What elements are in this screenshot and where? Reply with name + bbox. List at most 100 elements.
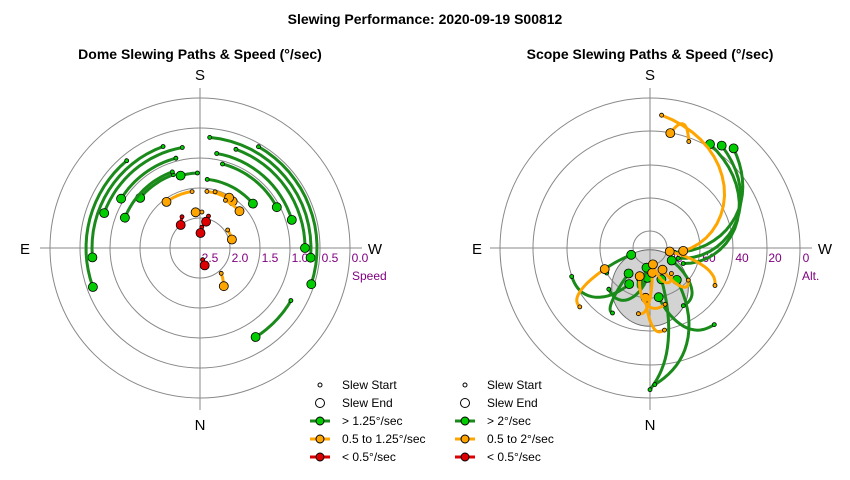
dome-slew-end-marker bbox=[250, 332, 261, 342]
legend-medium-marker bbox=[315, 434, 325, 444]
dome-slew-path bbox=[257, 145, 319, 286]
scope-slew-end-marker bbox=[728, 143, 739, 154]
scope-slew-start-marker bbox=[569, 274, 575, 279]
legend-fast-marker bbox=[460, 416, 470, 426]
dome-slew-end-marker bbox=[306, 279, 317, 290]
scope-slew-start-marker bbox=[711, 322, 717, 328]
dome-slew-start-marker bbox=[194, 170, 200, 176]
scope-slew-16 bbox=[575, 264, 610, 310]
dome-slew-1 bbox=[201, 213, 212, 227]
scope-slew-path bbox=[638, 274, 667, 310]
dome-slew-end-marker bbox=[247, 198, 258, 209]
dome-slew-23 bbox=[256, 144, 319, 290]
dome-slew-path bbox=[208, 135, 313, 260]
dome-slew-start-marker bbox=[207, 134, 213, 140]
dome-slew-start-marker bbox=[160, 144, 166, 149]
dome-slew-0 bbox=[195, 224, 206, 238]
scope-slew-end-marker bbox=[624, 279, 635, 290]
dome-slew-end-marker bbox=[305, 252, 316, 263]
scope-slew-end-marker bbox=[634, 271, 645, 282]
dome-tick-label: 1.0 bbox=[292, 251, 309, 265]
dome-slew-end-marker bbox=[88, 282, 98, 292]
scope-tick-label: 40 bbox=[735, 251, 749, 265]
dome-slew-start-marker bbox=[189, 189, 195, 195]
dome-slew-end-marker bbox=[234, 206, 245, 217]
dome-slew-end-marker bbox=[116, 193, 126, 204]
dome-slew-end-marker bbox=[218, 281, 229, 292]
dome-slew-start-marker bbox=[256, 144, 261, 150]
legend-label: 0.5 to 1.25°/sec bbox=[342, 432, 426, 446]
dome-slew-8 bbox=[225, 227, 237, 245]
dome-slew-end-marker bbox=[271, 202, 282, 213]
dome-slew-path bbox=[102, 146, 184, 215]
scope-slew-7 bbox=[653, 292, 717, 332]
scope-cardinal-right: W bbox=[818, 241, 833, 258]
dome-slew-24 bbox=[250, 298, 294, 342]
dome-slew-path bbox=[84, 159, 129, 289]
dome-slew-start-marker bbox=[199, 209, 205, 215]
scope-slew-14 bbox=[664, 246, 718, 288]
dome-chart-title: Dome Slewing Paths & Speed (°/sec) bbox=[78, 46, 322, 62]
dome-slew-2 bbox=[175, 214, 186, 230]
dome-slew-path bbox=[90, 145, 165, 259]
scope-slew-path bbox=[653, 278, 691, 387]
dome-slew-path bbox=[119, 156, 178, 201]
dome-slew-end-marker bbox=[300, 243, 310, 253]
scope-slew-end-marker bbox=[648, 259, 658, 270]
scope-chart: Scope Slewing Paths & Speed (°/sec) S E … bbox=[455, 46, 833, 464]
dome-slew-end-marker bbox=[99, 208, 110, 219]
scope-slew-start-marker bbox=[675, 255, 681, 261]
scope-radial-axis-label: Alt. bbox=[802, 269, 819, 283]
dome-chart: Dome Slewing Paths & Speed (°/sec) S E W… bbox=[20, 46, 426, 464]
scope-slew-start-marker bbox=[680, 303, 686, 309]
dome-slew-end-marker bbox=[195, 228, 206, 238]
legend-slow-marker bbox=[315, 452, 325, 462]
scope-cardinal-left: E bbox=[472, 241, 482, 258]
scope-slew-end-marker bbox=[653, 292, 664, 303]
legend-label: 0.5 to 2°/sec bbox=[487, 432, 554, 446]
dome-slew-15 bbox=[220, 161, 282, 213]
scope-slew-end-marker bbox=[716, 140, 727, 151]
dome-slew-end-marker bbox=[190, 207, 201, 218]
legend-start-marker bbox=[317, 382, 323, 388]
scope-slew-end-marker bbox=[599, 264, 610, 275]
scope-slew-start-marker bbox=[669, 271, 674, 276]
scope-slew-path bbox=[651, 262, 673, 285]
scope-slew-start-marker bbox=[686, 139, 692, 144]
dome-tick-label: 0.0 bbox=[352, 251, 369, 265]
scope-slew-start-marker bbox=[662, 327, 667, 333]
legend-label: > 1.25°/sec bbox=[342, 414, 403, 428]
scope-slew-end-marker bbox=[664, 246, 675, 257]
scope-slew-start-marker bbox=[680, 261, 686, 266]
dome-slew-21 bbox=[87, 144, 166, 263]
scope-slew-start-marker bbox=[685, 277, 691, 283]
scope-tick-label: 0 bbox=[803, 251, 810, 265]
dome-slew-paths bbox=[84, 134, 319, 342]
dome-slew-9 bbox=[222, 197, 245, 217]
scope-slew-path bbox=[661, 268, 690, 289]
dome-slew-start-marker bbox=[222, 197, 228, 203]
legend-fast-marker bbox=[315, 416, 325, 426]
dome-slew-14 bbox=[120, 169, 175, 223]
scope-slew-end-marker bbox=[623, 268, 634, 279]
scope-slew-end-marker bbox=[665, 128, 676, 139]
dome-slew-start-marker bbox=[173, 155, 179, 161]
scope-slew-start-marker bbox=[577, 304, 583, 310]
scope-legend: Slew Start Slew End > 2°/sec 0.5 to 2°/s… bbox=[455, 378, 554, 464]
dome-slew-start-marker bbox=[218, 270, 224, 276]
dome-slew-end-marker bbox=[199, 260, 210, 271]
scope-slew-start-marker bbox=[606, 286, 612, 292]
legend-slow-marker bbox=[460, 452, 470, 462]
dome-slew-start-marker bbox=[220, 161, 225, 167]
dome-slew-start-marker bbox=[214, 151, 220, 156]
scope-slew-start-marker bbox=[636, 311, 641, 317]
dome-slew-22 bbox=[84, 158, 130, 292]
dome-slew-start-marker bbox=[225, 227, 231, 233]
scope-tick-label: 20 bbox=[768, 251, 782, 265]
scope-slew-start-marker bbox=[712, 283, 718, 288]
dome-slew-path bbox=[215, 152, 294, 222]
scope-slew-path bbox=[668, 250, 717, 287]
scope-slew-start-marker bbox=[652, 382, 658, 388]
scope-grid bbox=[490, 88, 812, 410]
page-title: Slewing Performance: 2020-09-19 S00812 bbox=[288, 11, 563, 27]
